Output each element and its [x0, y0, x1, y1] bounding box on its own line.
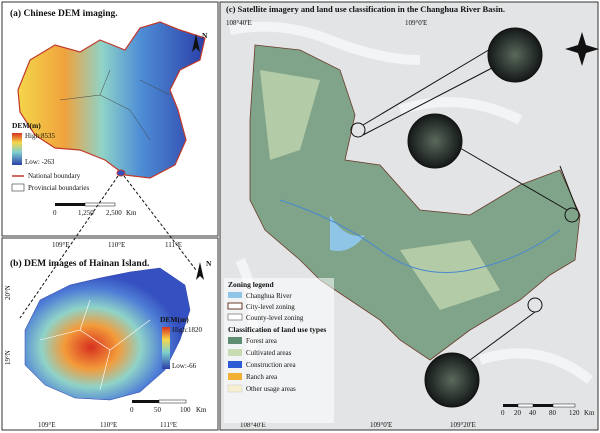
legend-bg [224, 278, 334, 423]
coord-label: 109°E [52, 241, 70, 249]
dem-high: High:8535 [25, 132, 55, 140]
coord-label: 111°E [165, 241, 182, 249]
swatch [228, 373, 242, 380]
legend-title: Zoning legend [228, 280, 274, 289]
scale-bar [552, 403, 576, 408]
hainan-dem [24, 267, 191, 401]
coord-label: 109°E [38, 421, 56, 429]
coord-label: 109°20'E [450, 421, 476, 429]
legend-item: Forest area [246, 337, 278, 345]
legend-item: Cultivated areas [246, 349, 292, 357]
dem-low: Low: -263 [25, 158, 55, 166]
scale-label: 0 [53, 209, 57, 217]
legend-item: City-level zoning [246, 303, 295, 311]
coord-label: 109°0'E [405, 19, 427, 27]
provincial-lines [59, 69, 171, 141]
scale-bar [84, 202, 116, 207]
swatch [227, 302, 243, 310]
coord-label: 111°E [160, 421, 177, 429]
coord-label: 109°0'E [370, 421, 392, 429]
coord-label: 108°40'E [240, 421, 266, 429]
north-label: N [206, 259, 212, 268]
swatch [227, 313, 243, 321]
callouts [350, 47, 580, 361]
scale-unit: Km [584, 409, 595, 417]
legend-item: Construction area [246, 361, 296, 369]
legend-item: Other usage areas [246, 385, 296, 393]
swatch [228, 361, 242, 368]
legend-item: Ranch area [246, 373, 278, 381]
dem-low: Low:-66 [172, 362, 197, 370]
satellite-inset [424, 352, 480, 408]
river [279, 199, 561, 273]
scale-bar [55, 203, 85, 206]
coord-label: 20°N [4, 285, 12, 300]
dem-high: High:1820 [172, 326, 202, 334]
scale-bar [503, 404, 518, 407]
dem-ramp [162, 327, 170, 369]
china-dem [17, 21, 206, 179]
satellite-inset [487, 27, 543, 83]
scale-bar [533, 404, 553, 407]
legend-title: DEM(m) [12, 121, 41, 130]
scale-label: 100 [180, 406, 191, 414]
north-label: N [202, 31, 208, 40]
hillshade [229, 21, 594, 384]
swatch [228, 349, 242, 356]
satellite-inset [407, 113, 463, 169]
coord-label: 108°40'E [226, 19, 252, 27]
swatch [227, 384, 243, 393]
scale-label: 2,500 [106, 209, 122, 217]
north-arrow [196, 262, 204, 280]
scale-label: 50 [154, 406, 162, 414]
scale-bar [158, 399, 187, 404]
panel-a: (a) Chinese DEM imaging. N DEM(m) High:8… [1, 1, 219, 237]
reservoir [330, 215, 365, 251]
legend-title: DEM(m) [160, 315, 189, 324]
coord-label: 19°N [4, 350, 12, 365]
scale-label: 120 [569, 409, 580, 417]
swatch [228, 337, 242, 344]
scale-bar [132, 400, 159, 403]
north-arrow [192, 34, 200, 52]
coord-label: 110°E [100, 421, 117, 429]
scale-bar [517, 403, 534, 408]
legend-item: Changhua River [246, 292, 292, 300]
coord-label: 110°E [108, 241, 125, 249]
legend-item: National boundary [28, 172, 81, 180]
provincial-swatch [11, 183, 25, 192]
scale-label: 0 [130, 406, 134, 414]
panel-b: (b) DEM images of Hainan Island. 109°E 1… [1, 237, 219, 431]
county-lines [39, 299, 151, 391]
title: (c) Satellite imagery and land use class… [226, 4, 505, 14]
panel-c: (c) Satellite imagery and land use class… [219, 1, 599, 431]
title: (a) Chinese DEM imaging. [10, 8, 118, 19]
legend-item: Provincial boundaries [28, 184, 90, 192]
compass [565, 32, 599, 66]
scale-label: 0 [501, 409, 505, 417]
cultivated [260, 70, 500, 310]
scale-unit: Km [196, 406, 207, 414]
legend-title: Classification of land use types [228, 325, 326, 334]
scale-label: 40 [529, 409, 537, 417]
legend-item: County-level zoning [246, 314, 304, 322]
scale-unit: Km [126, 209, 137, 217]
scale-label: 20 [514, 409, 522, 417]
hainan-marker [116, 169, 126, 177]
scale-label: 1,250 [78, 209, 94, 217]
swatch [228, 292, 242, 298]
scale-label: 80 [549, 409, 557, 417]
title: (b) DEM images of Hainan Island. [10, 258, 149, 269]
inset-lines [19, 175, 197, 319]
dem-ramp [12, 133, 22, 165]
